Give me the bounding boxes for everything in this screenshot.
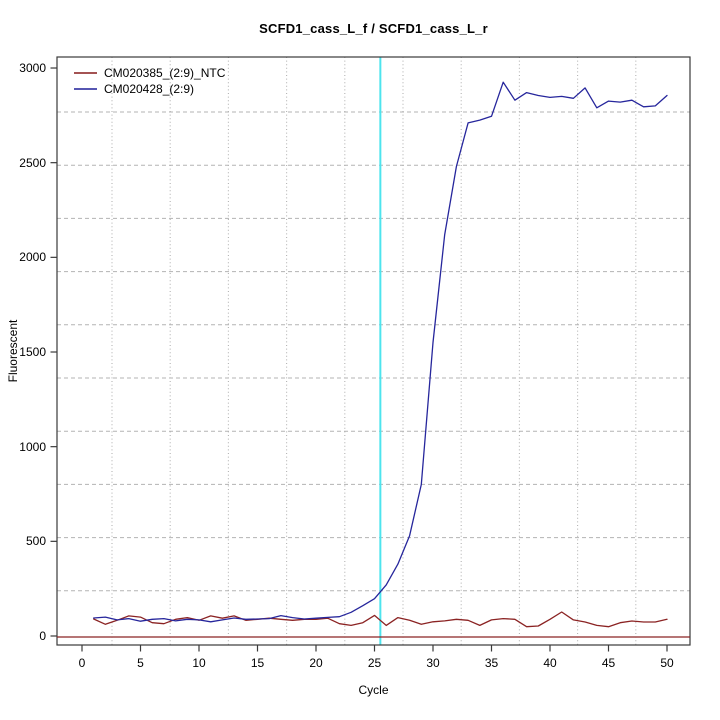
legend-entry-sample: CM020428_(2:9) xyxy=(74,81,225,97)
y-tick-label: 500 xyxy=(25,534,46,549)
legend-line-swatch xyxy=(74,72,97,74)
x-axis-title: Cycle xyxy=(358,683,389,697)
y-tick-label: 2000 xyxy=(19,250,46,265)
legend: CM020385_(2:9)_NTC CM020428_(2:9) xyxy=(74,65,225,97)
x-tick-label: 45 xyxy=(601,656,616,670)
legend-line-swatch xyxy=(74,88,97,90)
x-tick-label: 0 xyxy=(78,656,86,670)
x-tick-label: 30 xyxy=(426,656,440,670)
x-tick-label: 10 xyxy=(192,656,206,670)
chart-title: SCFD1_cass_L_f / SCFD1_cass_L_r xyxy=(259,21,488,36)
x-tick-label: 5 xyxy=(137,656,144,670)
x-tick-label: 50 xyxy=(660,656,674,670)
legend-label: CM020385_(2:9)_NTC xyxy=(104,66,226,80)
plot-border xyxy=(56,56,691,646)
legend-label: CM020428_(2:9) xyxy=(104,82,195,96)
series-line-CM020428_(2:9) xyxy=(93,81,668,623)
x-tick-label: 20 xyxy=(309,656,323,670)
x-tick-label: 35 xyxy=(484,656,499,670)
x-tick-label: 40 xyxy=(543,656,557,670)
y-tick-label: 0 xyxy=(39,629,46,643)
y-tick-label: 1500 xyxy=(19,345,46,359)
legend-entry-ntc: CM020385_(2:9)_NTC xyxy=(74,65,225,81)
series-line-CM020385_(2:9)_NTC xyxy=(93,611,668,628)
y-tick-label: 3000 xyxy=(19,61,46,75)
y-tick-label: 2500 xyxy=(19,155,46,170)
x-tick-label: 25 xyxy=(367,656,382,670)
y-tick-label: 1000 xyxy=(19,439,46,454)
x-tick-label: 15 xyxy=(250,656,265,670)
y-axis-title: Fluorescent xyxy=(6,319,20,383)
